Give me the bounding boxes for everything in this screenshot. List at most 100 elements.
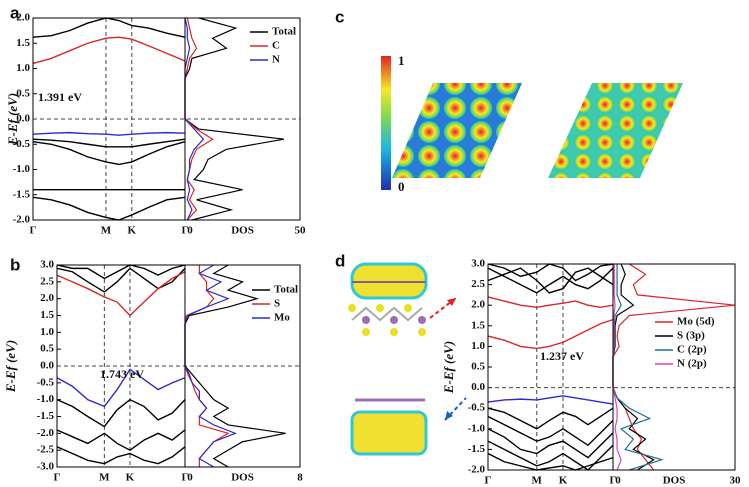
band-line xyxy=(56,429,186,451)
y-tick-label: -0.5 xyxy=(37,376,55,388)
arrow-head xyxy=(445,411,453,420)
y-axis-label: E-Ef (eV) xyxy=(441,341,456,394)
band-line xyxy=(487,452,614,471)
arrow-blue xyxy=(444,397,467,421)
arrow-red xyxy=(429,297,457,319)
legend-label: S xyxy=(274,298,280,310)
y-tick-label: -2.5 xyxy=(37,444,55,456)
dos-frame xyxy=(184,264,301,468)
x-tick-label: Γ xyxy=(30,225,37,237)
legend-label: N (2p) xyxy=(677,358,707,370)
y-tick-label: -1.5 xyxy=(468,443,486,455)
band-line xyxy=(487,395,614,405)
dos-line xyxy=(612,263,736,471)
band-line xyxy=(32,196,186,221)
y-tick-label: -1.0 xyxy=(13,163,31,175)
lattice-top xyxy=(351,306,423,322)
y-tick-label: 0.5 xyxy=(471,361,485,373)
band-line xyxy=(487,407,614,430)
band-line xyxy=(32,131,186,136)
mo-atoms xyxy=(362,316,426,324)
dos-axis-label: DOS xyxy=(663,475,686,487)
y-tick-label: 2.5 xyxy=(40,275,54,287)
y-tick-label: 0.0 xyxy=(471,381,485,393)
band-line xyxy=(32,141,186,166)
dos-tick-label: 0 xyxy=(187,225,193,237)
arrow-head xyxy=(447,298,456,306)
band-line xyxy=(32,36,186,65)
y-tick-label: 2.0 xyxy=(471,299,485,311)
dos-frame xyxy=(184,17,301,221)
band-line xyxy=(56,264,186,280)
band-line xyxy=(56,446,186,465)
legend-label: Total xyxy=(274,284,298,296)
panel-d-structures xyxy=(348,262,467,456)
dos-tick-label: 8 xyxy=(297,472,303,484)
dos-line xyxy=(184,17,285,221)
y-tick-label: 2.0 xyxy=(40,292,54,304)
y-tick-label: 0.5 xyxy=(40,343,54,355)
band-line xyxy=(487,267,614,294)
y-tick-label: -3.0 xyxy=(37,461,55,473)
y-tick-label: 3.0 xyxy=(471,258,485,270)
y-tick-label: -1.5 xyxy=(37,410,55,422)
band-line xyxy=(487,318,614,350)
x-tick-label: Γ xyxy=(182,225,189,237)
y-tick-label: 1.0 xyxy=(471,340,485,352)
band-line xyxy=(56,267,186,293)
band-line xyxy=(487,263,614,282)
x-tick-label: M xyxy=(99,472,110,484)
y-tick-label: -1.0 xyxy=(37,393,55,405)
y-tick-label: -1.5 xyxy=(13,188,31,200)
band-line xyxy=(487,296,614,308)
y-tick-label: 1.0 xyxy=(16,62,30,74)
panel-label: a xyxy=(10,3,20,22)
dos-frame xyxy=(612,263,736,471)
y-tick-label: -2.0 xyxy=(13,214,31,226)
y-tick-label: -2.0 xyxy=(468,464,486,476)
isosurface-bottom xyxy=(350,410,428,456)
y-tick-label: 1.0 xyxy=(40,326,54,338)
dos-axis-label: DOS xyxy=(231,225,254,237)
legend-label: S (3p) xyxy=(677,330,705,342)
y-tick-label: -1.0 xyxy=(468,422,486,434)
dos-tick-label: 0 xyxy=(615,475,621,487)
x-tick-label: Γ xyxy=(485,475,492,487)
y-axis-label: E-Ef (eV) xyxy=(5,93,20,146)
y-tick-label: 2.0 xyxy=(16,12,30,24)
x-tick-label: K xyxy=(126,472,135,484)
x-tick-label: Γ xyxy=(54,472,61,484)
charge-map-left xyxy=(392,83,522,178)
y-tick-label: 0.0 xyxy=(40,360,54,372)
panel-label: b xyxy=(10,255,20,274)
band-line xyxy=(32,138,186,148)
x-tick-label: Γ xyxy=(182,472,189,484)
x-tick-label: K xyxy=(559,475,568,487)
y-axis-label: E-Ef (eV) xyxy=(3,340,18,393)
gap-annotation: 1.391 eV xyxy=(38,90,82,104)
dos-tick-label: 50 xyxy=(295,225,307,237)
dos-axis-label: DOS xyxy=(231,472,254,484)
legend-label: N xyxy=(272,54,280,66)
y-tick-label: 2.5 xyxy=(471,278,485,290)
y-tick-label: 0.5 xyxy=(16,87,30,99)
x-tick-label: K xyxy=(128,225,137,237)
x-tick-label: M xyxy=(532,475,543,487)
band-line xyxy=(56,271,186,317)
legend-label: Mo (5d) xyxy=(677,316,715,328)
y-tick-label: 1.5 xyxy=(16,37,30,49)
colorbar-tick-label: 1 xyxy=(398,53,405,68)
panel-label: d xyxy=(335,251,345,270)
band-line xyxy=(487,415,614,447)
legend-label: C (2p) xyxy=(677,344,707,356)
y-tick-label: 0.0 xyxy=(16,113,30,125)
x-tick-label: M xyxy=(101,225,112,237)
panel-label: c xyxy=(335,7,344,26)
colorbar xyxy=(381,56,391,190)
band-line xyxy=(56,398,186,428)
s-atoms xyxy=(348,304,426,336)
gap-annotation: 1.743 eV xyxy=(100,367,144,381)
dos-tick-label: 30 xyxy=(730,475,742,487)
colorbar-tick-label: 0 xyxy=(398,179,405,194)
